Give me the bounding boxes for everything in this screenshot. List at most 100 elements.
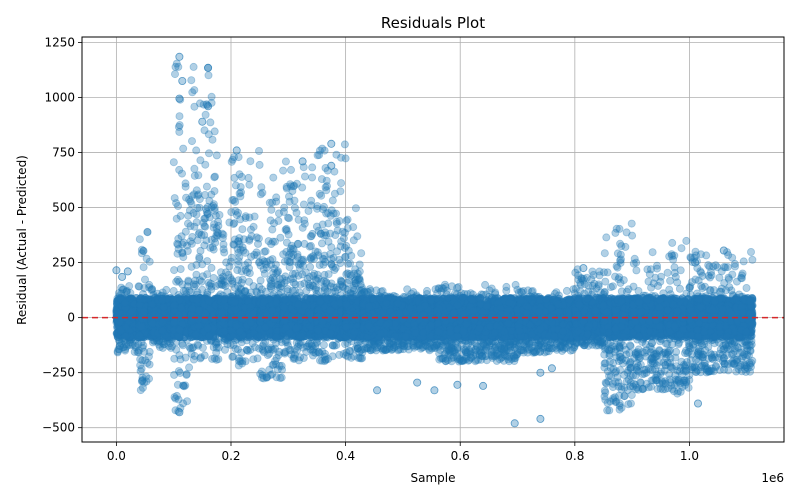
scatter-point [248,233,255,240]
scatter-point [139,384,146,391]
scatter-point [196,254,203,261]
scatter-point [170,159,177,166]
scatter-point [211,173,218,180]
scatter-point [199,286,206,293]
scatter-point [250,356,257,363]
scatter-point [226,263,233,270]
scatter-point [179,249,186,256]
scatter-point [206,197,213,204]
scatter-point [188,200,195,207]
scatter-point [235,238,242,245]
scatter-point [180,400,187,407]
scatter-point [243,269,250,276]
scatter-point [203,208,210,215]
scatter-point [207,119,214,126]
scatter-point [254,240,261,247]
scatter-point [178,233,185,240]
scatter-point [211,207,218,214]
scatter-point [239,226,246,233]
scatter-point [237,189,244,196]
scatter-point [239,315,246,322]
scatter-point [270,174,277,181]
scatter-point [149,320,156,327]
scatter-point [193,211,200,218]
scatter-point [220,246,227,253]
scatter-point [209,136,216,143]
scatter-point [122,332,129,339]
scatter-point [159,297,166,304]
scatter-point [163,286,170,293]
scatter-point [186,364,193,371]
scatter-point [192,331,199,338]
scatter-point [208,264,215,271]
scatter-point [208,236,215,243]
scatter-point [117,318,124,325]
scatter-point [234,209,241,216]
scatter-point [202,310,209,317]
scatter-point [176,122,183,129]
scatter-point [247,226,254,233]
scatter-point [210,246,217,253]
scatter-point [213,152,220,159]
scatter-point [203,183,210,190]
scatter-point [268,206,275,213]
scatter-point [205,150,212,157]
scatter-point [136,332,143,339]
scatter-point [205,332,212,339]
scatter-point [237,216,244,223]
scatter-point [239,244,246,251]
scatter-point [176,128,183,135]
scatter-point [208,286,215,293]
scatter-point [192,277,199,284]
scatter-point [177,266,184,273]
scatter-point [178,170,185,177]
scatter-point [138,378,145,385]
scatter-point [193,147,200,154]
scatter-point [178,304,185,311]
scatter-point [141,285,148,292]
scatter-point [204,325,211,332]
scatter-point [171,301,178,308]
scatter-point [266,199,273,206]
scatter-point [213,349,220,356]
scatter-point [234,282,241,289]
scatter-point [218,280,225,287]
scatter-point [138,250,145,257]
scatter-point [238,173,245,180]
scatter-point [247,319,254,326]
scatter-point [228,276,235,283]
scatter-point [197,354,204,361]
scatter-point [171,195,178,202]
scatter-point [176,326,183,333]
scatter-point [211,188,218,195]
scatter-point [180,145,187,152]
scatter-point [211,128,218,135]
scatter-point [193,219,200,226]
scatter-point [146,348,153,355]
scatter-point [171,71,178,78]
scatter-point [232,299,239,306]
scatter-point [176,278,183,285]
scatter-point [179,241,186,248]
scatter-point [201,232,208,239]
scatter-point [116,346,123,353]
scatter-point [139,357,146,364]
scatter-point [194,237,201,244]
scatter-point [159,319,166,326]
scatter-point [235,154,242,161]
scatter-point [236,328,243,335]
scatter-point [197,157,204,164]
scatter-point [245,174,252,181]
scatter-point [193,296,200,303]
scatter-point [159,327,166,334]
scatter-point [255,147,262,154]
scatter-point [247,158,254,165]
scatter-point [173,215,180,222]
scatter-point [190,63,197,70]
scatter-point [171,267,178,274]
scatter-point [183,371,190,378]
scatter-point [194,192,201,199]
scatter-point [256,161,263,168]
